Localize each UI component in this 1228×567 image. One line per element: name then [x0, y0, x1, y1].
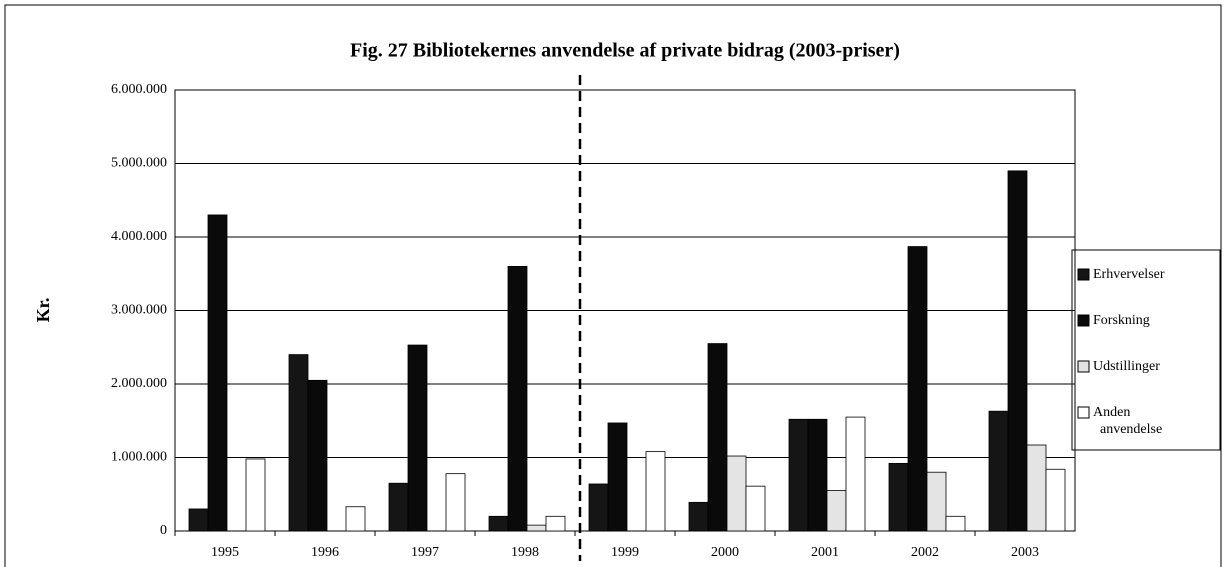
bar	[407, 344, 428, 532]
bar	[707, 343, 728, 532]
y-tick-label: 5.000.000	[111, 156, 167, 171]
bar	[988, 410, 1009, 532]
legend-box	[1071, 249, 1221, 451]
bar	[826, 490, 847, 532]
y-tick-label: 1.000.000	[111, 450, 167, 465]
bar	[1007, 170, 1028, 532]
bar	[945, 515, 966, 532]
x-tick-label: 2001	[811, 545, 839, 560]
bar	[926, 471, 947, 532]
bar	[207, 214, 228, 532]
bar	[345, 506, 366, 532]
y-tick-label: 4.000.000	[111, 229, 167, 244]
legend-label: Erhvervelser	[1093, 267, 1165, 282]
bar	[245, 458, 266, 532]
x-tick-label: 2003	[1011, 545, 1039, 560]
x-tick-label: 1995	[211, 545, 239, 560]
bar	[488, 515, 509, 532]
y-tick-label: 0	[160, 523, 167, 538]
bar	[526, 524, 547, 532]
chart-frame	[4, 4, 1222, 567]
y-tick-label: 2.000.000	[111, 376, 167, 391]
bar	[645, 451, 666, 532]
x-tick-label: 1996	[311, 545, 339, 560]
bar	[688, 501, 709, 532]
bar	[888, 462, 909, 532]
bar	[1045, 468, 1066, 532]
x-tick-label: 1997	[411, 545, 439, 560]
legend-label: Anden anvendelse	[1093, 405, 1162, 437]
x-tick-label: 1999	[611, 545, 639, 560]
legend-label: Udstillinger	[1093, 359, 1160, 374]
bar	[188, 508, 209, 532]
bar	[907, 246, 928, 532]
bar	[507, 265, 528, 532]
bar	[607, 422, 628, 532]
legend-swatch	[1077, 268, 1090, 281]
legend-swatch	[1077, 406, 1090, 419]
bar	[588, 483, 609, 532]
bar	[845, 416, 866, 532]
y-axis-label: Kr.	[33, 298, 53, 323]
bar	[788, 418, 809, 532]
bar	[307, 379, 328, 532]
bar	[545, 515, 566, 532]
legend-swatch	[1077, 360, 1090, 373]
bar	[726, 455, 747, 532]
bar	[388, 482, 409, 532]
x-tick-label: 2000	[711, 545, 739, 560]
legend-swatch	[1077, 314, 1090, 327]
y-tick-label: 6.000.000	[111, 82, 167, 97]
chart-title: Fig. 27 Bibliotekernes anvendelse af pri…	[350, 40, 900, 62]
x-tick-label: 1998	[511, 545, 539, 560]
bar	[745, 485, 766, 532]
bar	[1026, 444, 1047, 532]
legend-label: Forskning	[1093, 313, 1150, 328]
y-tick-label: 3.000.000	[111, 303, 167, 318]
x-tick-label: 2002	[911, 545, 939, 560]
bar	[807, 418, 828, 532]
bar	[445, 473, 466, 532]
bar	[288, 354, 309, 532]
